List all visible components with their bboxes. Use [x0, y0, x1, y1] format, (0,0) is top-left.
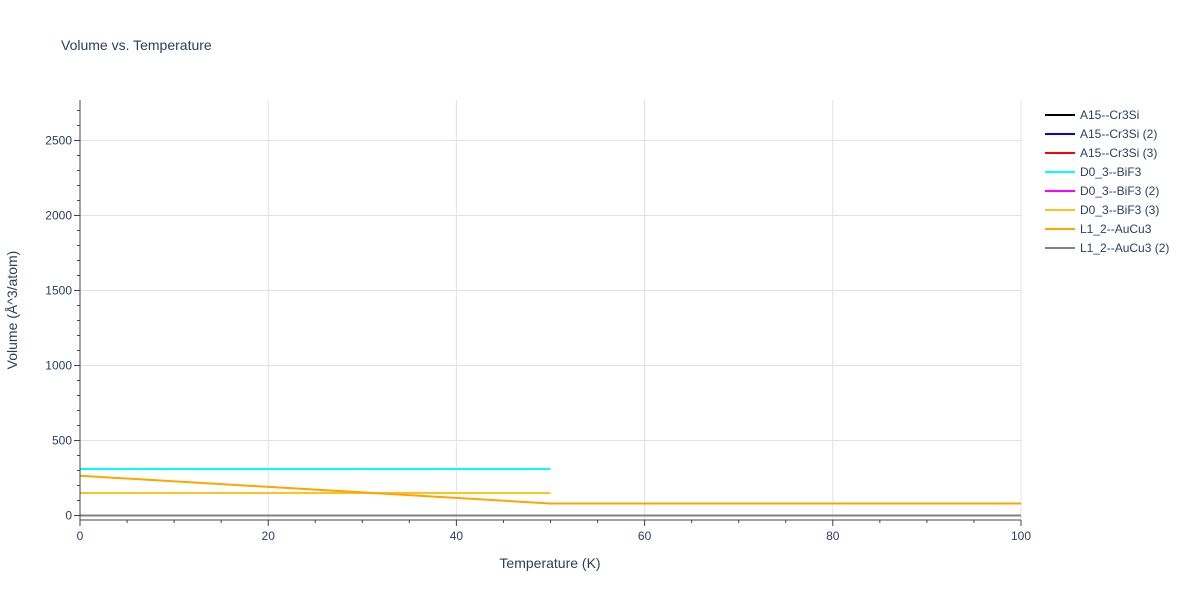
y-tick-label: 2000: [45, 209, 72, 223]
legend-label: D0_3--BiF3 (2): [1080, 184, 1159, 198]
x-axis-title: Temperature (K): [499, 555, 600, 571]
grid: [80, 100, 1022, 520]
legend-item[interactable]: L1_2--AuCu3 (2): [1045, 241, 1169, 255]
legend-item[interactable]: A15--Cr3Si (3): [1045, 146, 1157, 160]
y-tick-label: 0: [65, 509, 72, 523]
legend-label: D0_3--BiF3: [1080, 165, 1142, 179]
x-tick-label: 100: [1011, 529, 1031, 543]
legend-item[interactable]: L1_2--AuCu3: [1045, 222, 1152, 236]
y-tick-label: 500: [52, 434, 72, 448]
y-tick-label: 2500: [45, 134, 72, 148]
legend-item[interactable]: A15--Cr3Si: [1045, 108, 1139, 122]
x-tick-label: 40: [450, 529, 464, 543]
legend-label: L1_2--AuCu3: [1080, 222, 1152, 236]
legend-label: L1_2--AuCu3 (2): [1080, 241, 1169, 255]
x-tick-label: 60: [638, 529, 652, 543]
y-axis-title: Volume (Å^3/atom): [4, 251, 20, 370]
legend-label: A15--Cr3Si (3): [1080, 146, 1157, 160]
legend-label: D0_3--BiF3 (3): [1080, 203, 1159, 217]
legend-item[interactable]: A15--Cr3Si (2): [1045, 127, 1157, 141]
legend-label: A15--Cr3Si (2): [1080, 127, 1157, 141]
legend-item[interactable]: D0_3--BiF3 (2): [1045, 184, 1159, 198]
series-line-6: [79, 474, 1021, 505]
y-tick-label: 1500: [45, 284, 72, 298]
x-tick-label: 0: [77, 529, 84, 543]
legend[interactable]: A15--Cr3Si A15--Cr3Si (2) A15--Cr3Si (3) D0…: [1045, 108, 1169, 255]
legend-item[interactable]: D0_3--BiF3: [1045, 165, 1142, 179]
plot-area: [79, 468, 1021, 517]
legend-item[interactable]: D0_3--BiF3 (3): [1045, 203, 1159, 217]
x-tick-label: 20: [262, 529, 276, 543]
chart-title: Volume vs. Temperature: [61, 37, 212, 53]
x-tick-label: 80: [826, 529, 840, 543]
legend-label: A15--Cr3Si: [1080, 108, 1139, 122]
y-tick-label: 1000: [45, 359, 72, 373]
